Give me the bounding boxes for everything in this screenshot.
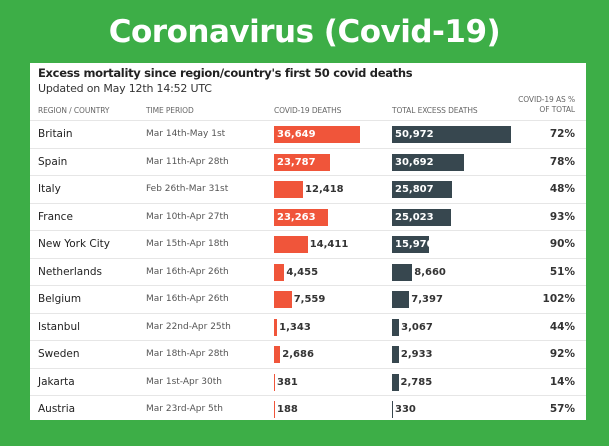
excess-deaths-bar (392, 263, 413, 281)
table-row: Netherlands Mar 16th-Apr 26th 4,455 8,660 51… (30, 257, 586, 287)
covid-deaths-label: 12,418 (305, 184, 344, 195)
covid-share-pct: 72% (549, 128, 575, 140)
table-row: Italy Feb 26th-Mar 31st 12,418 25,807 48% (30, 175, 586, 204)
covid-deaths-bar (274, 153, 330, 171)
time-period: Mar 1st-Apr 30th (146, 376, 222, 387)
excess-deaths-label: 15,970 (395, 239, 434, 250)
covid-deaths-bar (274, 346, 281, 363)
time-period: Mar 11th-Apr 28th (146, 156, 229, 167)
region-name: New York City (38, 238, 110, 250)
covid-deaths-label: 1,343 (279, 321, 311, 333)
table-row: Britain Mar 14th-May 1st 36,649 50,972 72% (30, 120, 586, 149)
time-period: Feb 26th-Mar 31st (146, 184, 229, 194)
chart-title: Excess mortality since region/country's … (38, 66, 413, 80)
excess-deaths-label: 2,785 (400, 376, 433, 388)
chart-subtitle: Updated on May 12th 14:52 UTC (38, 82, 212, 95)
table-row: Sweden Mar 18th-Apr 28th 2,686 2,933 92% (30, 340, 586, 369)
covid-deaths-bar (274, 236, 308, 253)
region-name: Spain (38, 155, 68, 168)
table-row: Spain Mar 11th-Apr 28th 23,787 30,692 78% (30, 147, 586, 177)
excess-deaths-label: 25,023 (395, 211, 434, 223)
covid-deaths-label: 23,787 (277, 156, 316, 168)
table-row: Istanbul Mar 22nd-Apr 25th 1,343 3,067 44% (30, 312, 586, 342)
region-name: Britain (38, 128, 73, 140)
excess-deaths-bar (392, 236, 430, 253)
region-name: Austria (38, 403, 76, 415)
covid-share-pct: 44% (549, 320, 575, 333)
page-title: Coronavirus (Covid-19) (108, 14, 501, 50)
region-name: Istanbul (38, 320, 81, 333)
excess-deaths-label: 3,067 (401, 321, 433, 333)
covid-share-pct: 78% (549, 155, 575, 168)
header-pct: COVID-19 AS % OF TOTAL (518, 95, 575, 114)
covid-share-pct: 92% (549, 348, 575, 360)
excess-deaths-bar (392, 346, 399, 363)
excess-deaths-label: 7,397 (411, 294, 443, 305)
covid-share-pct: 51% (549, 265, 575, 278)
time-period: Mar 15th-Apr 18th (146, 239, 229, 249)
excess-deaths-bar (392, 153, 464, 171)
covid-share-pct: 48% (549, 183, 575, 195)
region-name: France (38, 210, 73, 223)
time-period: Mar 23rd-Apr 5th (146, 404, 223, 414)
excess-deaths-label: 2,933 (400, 349, 433, 360)
covid-deaths-label: 2,686 (282, 349, 314, 360)
excess-deaths-label: 50,972 (395, 129, 434, 140)
covid-share-pct: 90% (549, 238, 575, 250)
excess-deaths-bar (392, 181, 453, 198)
covid-deaths-bar (274, 208, 329, 226)
excess-deaths-label: 25,807 (395, 184, 434, 195)
covid-deaths-label: 381 (277, 376, 298, 388)
time-period: Mar 16th-Apr 26th (146, 266, 229, 277)
excess-deaths-bar (392, 126, 512, 143)
excess-deaths-bar (392, 291, 410, 308)
region-name: Sweden (38, 348, 80, 360)
region-name: Italy (38, 183, 61, 195)
covid-deaths-bar (274, 291, 292, 308)
covid-share-pct: 93% (549, 210, 575, 223)
table-row: New York City Mar 15th-Apr 18th 14,411 15,9… (30, 230, 586, 259)
excess-deaths-label: 8,660 (414, 266, 446, 278)
table-row: Jakarta Mar 1st-Apr 30th 381 2,785 14% (30, 367, 586, 397)
region-name: Netherlands (38, 265, 103, 278)
excess-mortality-table: Excess mortality since region/country's … (30, 63, 586, 420)
covid-deaths-label: 36,649 (277, 129, 316, 140)
header-region: REGION / COUNTRY (38, 106, 110, 115)
covid-deaths-bar (274, 373, 275, 391)
table-row: Belgium Mar 16th-Apr 26th 7,559 7,397 102% (30, 285, 586, 314)
excess-deaths-bar (392, 401, 393, 418)
excess-deaths-label: 330 (395, 404, 416, 415)
covid-deaths-label: 23,263 (277, 211, 316, 223)
time-period: Mar 18th-Apr 28th (146, 349, 229, 359)
header-covid-deaths: COVID-19 DEATHS (274, 106, 342, 115)
table-row: France Mar 10th-Apr 27th 23,263 25,023 93% (30, 202, 586, 232)
time-period: Mar 10th-Apr 27th (146, 211, 229, 222)
covid-deaths-label: 188 (277, 404, 298, 415)
header-excess-deaths: TOTAL EXCESS DEATHS (392, 106, 478, 115)
covid-deaths-label: 4,455 (286, 266, 319, 278)
excess-deaths-bar (392, 318, 400, 336)
excess-deaths-bar (392, 208, 451, 226)
region-name: Jakarta (38, 375, 75, 388)
time-period: Mar 14th-May 1st (146, 129, 226, 139)
covid-deaths-label: 7,559 (293, 294, 326, 305)
excess-deaths-label: 30,692 (395, 156, 434, 168)
covid-deaths-bar (274, 263, 285, 281)
time-period: Mar 16th-Apr 26th (146, 294, 229, 304)
table-row: Austria Mar 23rd-Apr 5th 188 330 57% (30, 395, 586, 424)
excess-deaths-bar (392, 373, 399, 391)
covid-deaths-bar (274, 126, 360, 143)
time-period: Mar 22nd-Apr 25th (146, 321, 231, 332)
header-period: TIME PERIOD (146, 106, 194, 115)
covid-share-pct: 57% (549, 403, 575, 415)
covid-deaths-bar (274, 318, 278, 336)
covid-share-pct: 102% (542, 293, 575, 305)
region-name: Belgium (38, 293, 82, 305)
covid-deaths-bar (274, 401, 275, 418)
covid-deaths-bar (274, 181, 304, 198)
covid-share-pct: 14% (549, 375, 575, 388)
covid-deaths-label: 14,411 (309, 239, 349, 250)
